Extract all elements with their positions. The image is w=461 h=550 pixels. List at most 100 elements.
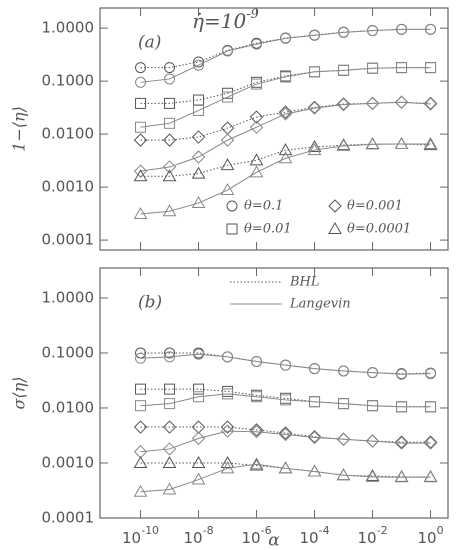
marker	[309, 66, 321, 78]
marker	[365, 96, 380, 111]
marker	[278, 427, 293, 442]
marker	[307, 101, 322, 115]
y-tick-label: 0.1000	[42, 343, 95, 361]
marker	[193, 94, 205, 106]
y-tick-label: 1.0000	[42, 288, 95, 306]
marker	[394, 95, 409, 109]
marker	[135, 400, 147, 412]
marker	[164, 383, 176, 395]
marker	[365, 469, 380, 482]
marker	[365, 137, 380, 150]
marker	[164, 62, 176, 74]
x-tick-label: 10-4	[300, 524, 330, 547]
marker	[164, 73, 176, 85]
x-tick-exponent: -10	[141, 524, 159, 537]
marker	[191, 455, 206, 468]
marker	[336, 138, 351, 151]
marker	[249, 165, 264, 178]
panel-label: (a)	[138, 33, 161, 53]
marker	[396, 23, 408, 35]
marker	[249, 423, 264, 437]
marker	[309, 29, 321, 41]
marker	[336, 97, 351, 112]
marker	[135, 62, 147, 74]
series-line	[140, 67, 431, 104]
legend-label: θ=0.0001	[347, 222, 411, 237]
marker	[425, 62, 437, 74]
marker	[278, 151, 293, 164]
marker	[423, 435, 438, 449]
marker	[251, 355, 263, 367]
marker	[162, 442, 177, 456]
marker	[222, 45, 234, 57]
legend-label: θ=0.1	[244, 199, 283, 214]
marker	[133, 164, 148, 178]
y-tick-label: 0.0010	[42, 178, 95, 196]
legend-marker	[226, 223, 238, 235]
marker	[135, 121, 147, 133]
y-axis-label: σ⟨η⟩	[10, 377, 29, 410]
marker	[162, 204, 177, 217]
marker	[222, 388, 234, 400]
marker	[367, 400, 379, 412]
plot-frame	[99, 7, 449, 251]
marker	[249, 425, 264, 439]
series-line	[140, 393, 431, 408]
marker	[133, 133, 148, 147]
marker	[193, 56, 205, 68]
legend-marker	[328, 199, 342, 213]
series-line	[140, 430, 431, 453]
marker	[222, 351, 234, 363]
x-tick-label: 10-8	[184, 524, 214, 547]
marker	[222, 385, 234, 397]
marker	[338, 64, 350, 76]
marker	[220, 424, 235, 438]
marker	[367, 25, 379, 37]
marker	[425, 368, 437, 380]
marker	[394, 470, 409, 483]
x-tick-base: 10	[242, 529, 261, 547]
marker	[280, 359, 292, 371]
marker	[307, 100, 322, 115]
marker	[191, 166, 206, 179]
marker	[394, 435, 409, 449]
marker	[222, 91, 234, 103]
marker	[135, 383, 147, 395]
marker	[162, 133, 177, 147]
annotation-base: η̇=10	[192, 9, 246, 33]
marker	[193, 59, 205, 71]
x-tick-base: 10	[300, 529, 319, 547]
x-tick-base: 10	[358, 529, 377, 547]
marker	[423, 436, 438, 450]
marker	[220, 420, 235, 434]
marker	[133, 420, 148, 434]
marker	[338, 398, 350, 410]
marker	[193, 348, 205, 360]
x-axis-label: α	[268, 531, 280, 550]
legend-marker	[226, 200, 238, 212]
marker	[133, 207, 148, 220]
y-tick-label: 0.0001	[42, 509, 95, 527]
marker	[220, 158, 235, 171]
series-line	[140, 388, 431, 408]
marker	[191, 196, 206, 209]
marker	[162, 160, 177, 174]
marker	[309, 396, 321, 408]
marker	[394, 137, 409, 150]
marker	[135, 76, 147, 88]
legend-label: θ=0.001	[347, 199, 403, 214]
marker	[220, 455, 235, 468]
marker	[307, 140, 322, 153]
series-line	[140, 67, 431, 128]
marker	[365, 434, 380, 448]
x-tick-label: 100	[417, 524, 443, 547]
marker	[425, 23, 437, 35]
marker	[249, 457, 264, 470]
series-line	[140, 353, 431, 375]
marker	[394, 469, 409, 482]
x-tick-base: 10	[417, 529, 436, 547]
x-tick-base: 10	[184, 529, 203, 547]
legend-marker	[328, 221, 342, 234]
marker	[249, 153, 264, 166]
marker	[278, 107, 293, 121]
